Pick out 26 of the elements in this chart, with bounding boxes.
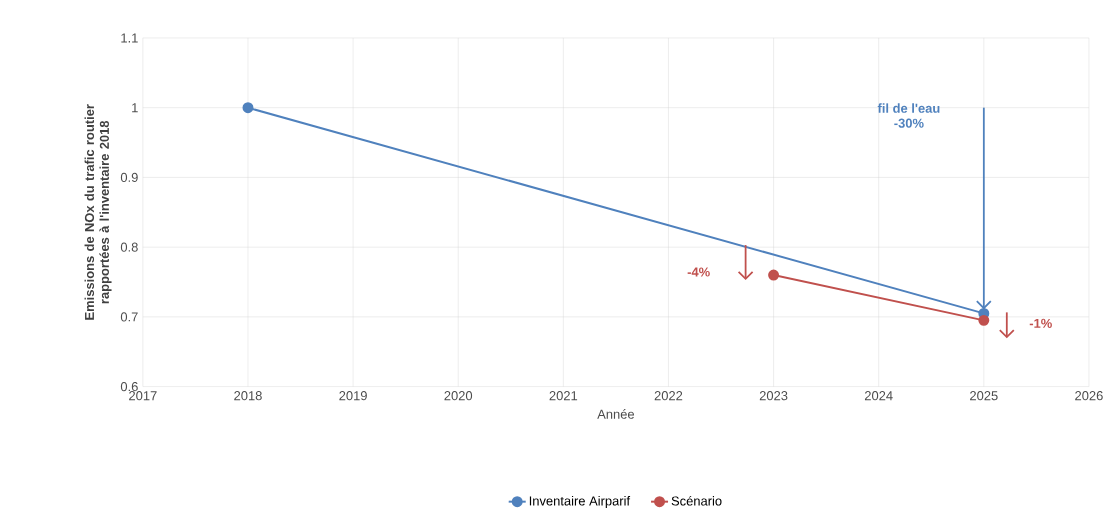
y-axis-title: Emissions de NOx du trafic routier rapportées à l'inventaire 2018 — [84, 104, 112, 320]
annotation: -4% — [687, 267, 710, 277]
point — [768, 269, 780, 281]
y-tick-label: 1.1 — [121, 33, 138, 43]
point — [978, 314, 990, 326]
x-tick-label: 2017 — [129, 390, 157, 401]
y-tick-label: 0.7 — [120, 312, 138, 322]
x-tick-label: 2021 — [549, 390, 578, 401]
y-tick-label: 0.6 — [120, 381, 138, 391]
x-tick-label: 2019 — [339, 390, 367, 401]
x-tick-label: 2020 — [444, 390, 473, 401]
x-axis-title: Année — [597, 408, 635, 419]
x-tick-label: 2018 — [234, 390, 262, 401]
x-tick-label: 2022 — [654, 390, 683, 401]
legend-label: Scénario — [671, 495, 722, 506]
x-tick-label: 2023 — [759, 390, 788, 401]
point — [242, 101, 254, 113]
x-tick-label: 2025 — [970, 390, 998, 401]
annotation: fil de l'eau -30% — [877, 103, 940, 128]
annotation: -1% — [1029, 318, 1052, 328]
x-tick-label: 2024 — [864, 390, 893, 401]
x-tick-label: 2026 — [1075, 390, 1103, 401]
legend-label: Inventaire Airparif — [529, 495, 631, 508]
y-tick-label: 0.8 — [120, 242, 138, 252]
y-tick-label: 1 — [132, 103, 138, 112]
y-tick-label: 0.9 — [120, 172, 138, 182]
